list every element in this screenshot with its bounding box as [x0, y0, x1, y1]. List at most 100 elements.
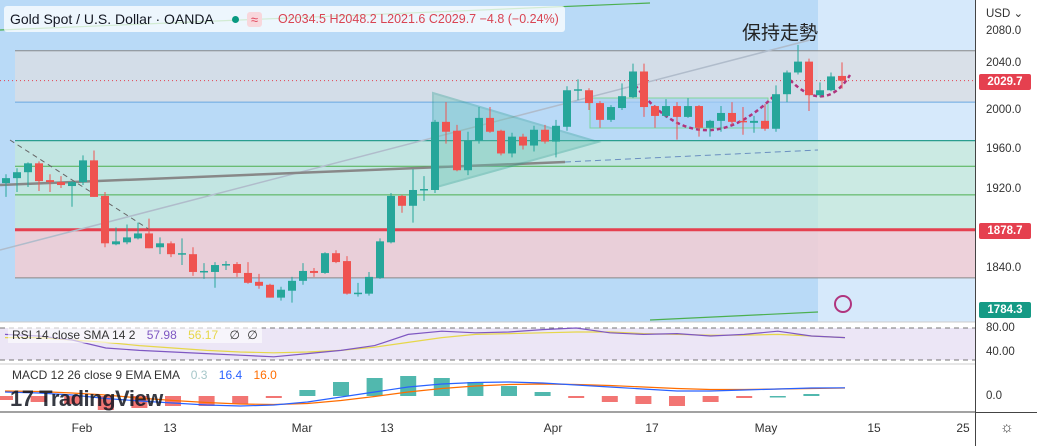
- macd-histogram-bar: [64, 396, 81, 404]
- rsi-title[interactable]: RSI 14 close SMA 14 2: [12, 328, 136, 342]
- candle-body: [838, 75, 846, 81]
- candle-body: [79, 160, 87, 183]
- candle-body: [772, 94, 780, 129]
- cup-curve: [634, 84, 776, 132]
- price-label: 2040.0: [986, 57, 1022, 69]
- candle-body: [563, 90, 571, 127]
- macd-histogram-bar: [131, 396, 148, 408]
- logo-text: TradingView: [39, 386, 163, 411]
- candle-body: [519, 136, 527, 146]
- candle-body: [156, 243, 164, 248]
- macd-hist-value: 0.3: [190, 368, 208, 382]
- candle-body: [794, 61, 802, 73]
- candle-body: [13, 172, 21, 179]
- symbol-title[interactable]: Gold Spot / U.S. Dollar · OANDA: [10, 11, 214, 27]
- time-label: Feb: [71, 421, 93, 435]
- candle-body: [365, 276, 373, 294]
- candle-body: [200, 270, 208, 273]
- price-chart[interactable]: [0, 0, 975, 446]
- price-axis[interactable]: USD ⌄ 2080.0 2040.0 2000.0 1960.0 1920.0…: [975, 0, 1037, 446]
- candle-body: [453, 130, 461, 171]
- replay-icon: [834, 295, 852, 313]
- level-price-tag: 1878.7: [979, 223, 1031, 239]
- dashed-trend-line: [564, 149, 819, 163]
- candle-body: [816, 90, 824, 96]
- rsi-legend: RSI 14 close SMA 14 2 57.98 56.17 ∅ ∅: [8, 327, 262, 343]
- candle-body: [761, 120, 769, 129]
- change-value: −4.8 (−0.24%): [479, 12, 559, 26]
- logo-mark-icon: 17: [10, 386, 40, 411]
- candle-body: [167, 243, 175, 255]
- fib-zone-gray: [15, 50, 975, 103]
- currency-selector[interactable]: USD ⌄: [986, 8, 1024, 20]
- time-label: 15: [867, 421, 881, 435]
- macd-histogram-bar: [501, 386, 517, 396]
- candle-body: [673, 106, 681, 117]
- candle-body: [123, 237, 131, 243]
- candle-body: [398, 195, 406, 206]
- time-label: Mar: [291, 421, 313, 435]
- candle-body: [376, 241, 384, 278]
- time-label: 13: [380, 421, 394, 435]
- candle-body: [431, 121, 439, 190]
- fib-zone-red: [15, 229, 975, 278]
- time-label: 17: [645, 421, 659, 435]
- chart-annotation[interactable]: 保持走勢: [742, 23, 819, 44]
- macd-histogram-bar: [0, 396, 13, 400]
- candle-body: [464, 140, 472, 171]
- candle-body: [409, 189, 417, 206]
- low-value: L2021.6: [380, 12, 426, 26]
- macd-histogram-bar: [265, 396, 282, 398]
- candle-body: [90, 160, 98, 197]
- macd-value: 16.4: [218, 368, 243, 382]
- time-label: May: [754, 421, 778, 435]
- candle-body: [651, 106, 659, 116]
- tradingview-logo[interactable]: 17 TradingView: [10, 386, 163, 412]
- candle-body: [706, 120, 714, 128]
- candle-body: [750, 120, 758, 123]
- market-open-icon: [231, 15, 239, 23]
- candle-body: [486, 117, 494, 132]
- fib-zone-green: [15, 140, 975, 230]
- candle-body: [530, 129, 538, 146]
- candle-body: [2, 178, 10, 184]
- candle-body: [783, 72, 791, 95]
- candle-body: [387, 195, 395, 243]
- candle-body: [695, 106, 703, 128]
- price-label: 2000.0: [986, 104, 1022, 116]
- candle-body: [596, 103, 604, 120]
- candle-body: [35, 163, 43, 182]
- candle-body: [244, 272, 252, 283]
- candle-body: [178, 253, 186, 255]
- macd-histogram-bar: [635, 396, 652, 404]
- candle-body: [310, 270, 318, 273]
- candle-body: [222, 264, 230, 266]
- macd-histogram-bar: [333, 382, 349, 396]
- ohlc-values: O2034.5 H2048.2 L2021.6 C2029.7 −4.8 (−0…: [278, 12, 559, 26]
- candle-body: [728, 112, 736, 122]
- macd-signal-value: 16.0: [253, 368, 277, 382]
- wave-icon: ≈: [246, 11, 262, 27]
- macd-histogram-bar: [736, 396, 753, 398]
- settings-gear-icon[interactable]: ☼: [1000, 419, 1014, 436]
- candle-body: [332, 253, 340, 263]
- price-label: 1920.0: [986, 183, 1022, 195]
- macd-histogram-bar: [803, 394, 820, 396]
- rsi-empty-1: ∅: [229, 328, 240, 342]
- candle-body: [189, 254, 197, 272]
- macd-histogram-bar: [299, 390, 316, 396]
- open-value: O2034.5: [277, 12, 326, 26]
- price-label: 2080.0: [986, 25, 1022, 37]
- macd-histogram-bar: [232, 396, 249, 404]
- macd-title[interactable]: MACD 12 26 close 9 EMA EMA: [12, 368, 180, 382]
- symbol-legend: Gold Spot / U.S. Dollar · OANDA ≈ O2034.…: [4, 6, 565, 32]
- candle-body: [508, 136, 516, 154]
- candle-body: [288, 280, 296, 291]
- macd-histogram-bar: [601, 396, 618, 402]
- candle-body: [475, 117, 483, 141]
- macd-histogram-bar: [568, 396, 585, 398]
- candle-body: [134, 233, 142, 239]
- candle-body: [101, 195, 109, 244]
- macd-histogram-bar: [769, 396, 786, 398]
- candle-body: [607, 107, 615, 120]
